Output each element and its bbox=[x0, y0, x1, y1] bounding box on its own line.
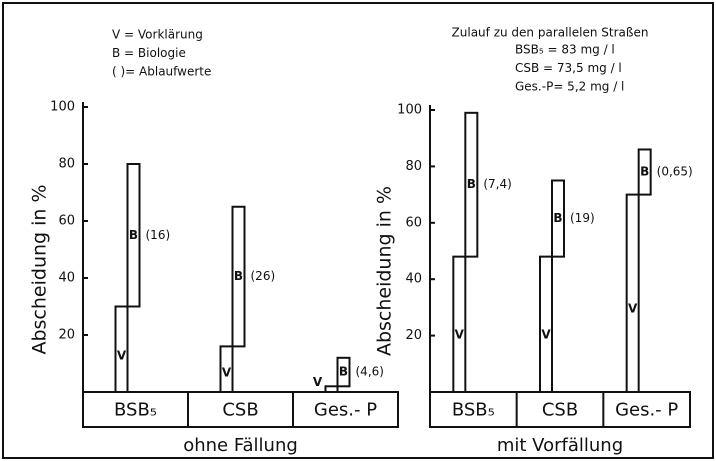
y-tick-label: 100 bbox=[50, 100, 75, 115]
y-tick-label: 100 bbox=[397, 103, 422, 118]
x-axis-label: ohne Fällung bbox=[183, 435, 298, 456]
category-box bbox=[429, 391, 691, 428]
bar bbox=[452, 255, 467, 394]
bar-letter: V bbox=[455, 328, 465, 342]
bar bbox=[126, 163, 141, 308]
panel-title: Zulauf zu den parallelen Straßen bbox=[452, 26, 649, 40]
y-tick-label: 60 bbox=[405, 215, 422, 230]
annotation: (26) bbox=[251, 269, 276, 283]
y-tick-label: 60 bbox=[58, 214, 75, 229]
x-axis-label: mit Vorfällung bbox=[497, 435, 623, 456]
note: CSB = 73,5 mg / l bbox=[515, 61, 622, 75]
note: BSB₅ = 83 mg / l bbox=[515, 43, 615, 57]
bar bbox=[231, 205, 246, 348]
bar bbox=[114, 305, 129, 393]
x-tick-label: CSB bbox=[542, 400, 578, 421]
y-tick-label: 80 bbox=[405, 159, 422, 174]
note: Ges.-P= 5,2 mg / l bbox=[515, 80, 624, 94]
bar-letter: B bbox=[553, 211, 562, 225]
bar bbox=[539, 255, 553, 394]
x-tick-label: BSB₅ bbox=[452, 400, 495, 421]
bar-letter: B bbox=[467, 177, 476, 191]
bar bbox=[551, 179, 565, 258]
bar-letter: V bbox=[117, 349, 127, 363]
y-tick-label: 20 bbox=[58, 328, 75, 343]
bar-letter: V bbox=[628, 302, 638, 316]
bar-letter: B bbox=[640, 165, 649, 179]
note: B = Biologie bbox=[112, 46, 186, 60]
bar bbox=[219, 345, 234, 393]
annotation: (19) bbox=[570, 211, 595, 225]
y-tick-label: 40 bbox=[405, 272, 422, 287]
bar bbox=[336, 356, 351, 388]
annotation: (4,6) bbox=[356, 365, 384, 379]
annotation: (16) bbox=[146, 228, 171, 242]
note: V = Vorklärung bbox=[112, 28, 203, 42]
category-box bbox=[82, 391, 399, 428]
x-tick-label: CSB bbox=[222, 400, 258, 421]
bar bbox=[625, 193, 640, 393]
x-tick-label: Ges.- P bbox=[314, 400, 377, 421]
y-tick-label: 20 bbox=[405, 328, 422, 343]
bar-letter: B bbox=[234, 269, 243, 283]
y-tick-label: 40 bbox=[58, 271, 75, 286]
bar-letter: V bbox=[541, 328, 551, 342]
bar-letter: B bbox=[339, 365, 348, 379]
bar bbox=[637, 148, 652, 196]
y-axis-label: Abscheidung in % bbox=[374, 186, 396, 356]
note: ( )= Ablaufwerte bbox=[112, 65, 211, 79]
annotation: (7,4) bbox=[483, 177, 511, 191]
x-tick-label: BSB₅ bbox=[114, 400, 157, 421]
bar-letter: V bbox=[313, 375, 323, 389]
annotation: (0,65) bbox=[657, 165, 693, 179]
bar bbox=[324, 385, 339, 393]
bar-letter: B bbox=[129, 228, 138, 242]
bar-letter: V bbox=[222, 365, 232, 379]
y-axis-label: Abscheidung in % bbox=[29, 184, 51, 354]
bar bbox=[464, 111, 479, 258]
x-tick-label: Ges.- P bbox=[615, 400, 678, 421]
y-tick-label: 80 bbox=[58, 157, 75, 172]
